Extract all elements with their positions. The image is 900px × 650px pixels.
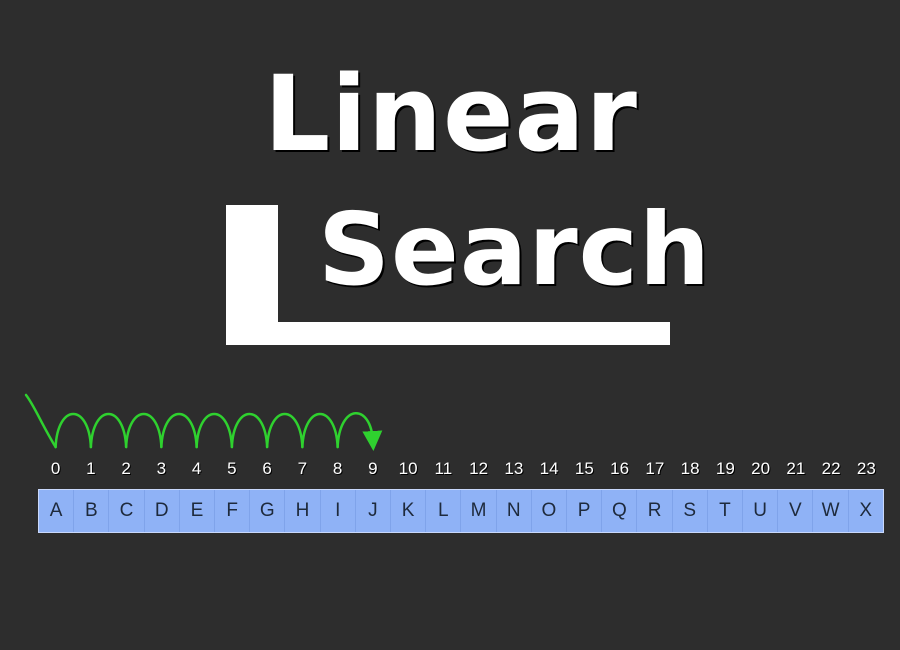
index-label: 12	[469, 459, 489, 478]
index-label: 23	[856, 459, 876, 478]
array-cell: D	[143, 490, 179, 532]
jump-arrow	[265, 413, 304, 449]
jump-arrow	[54, 413, 93, 449]
array-cell: O	[530, 490, 566, 532]
index-label: 13	[504, 459, 524, 478]
array-cell: V	[777, 490, 812, 532]
array-cell: P	[566, 490, 601, 532]
index-label: 9	[368, 459, 378, 478]
index-label: 22	[821, 459, 841, 478]
index-label: 17	[645, 459, 665, 478]
jump-arrow	[230, 413, 269, 449]
array-cell: K	[390, 490, 425, 532]
array-cell: S	[671, 490, 707, 532]
index-label: 14	[539, 459, 559, 478]
index-label: 20	[751, 459, 771, 478]
index-label: 15	[574, 459, 594, 478]
index-label: 8	[332, 459, 343, 478]
index-label: 6	[262, 459, 272, 478]
index-label: 5	[227, 459, 237, 478]
index-label: 0	[50, 459, 61, 478]
index-label: 4	[191, 459, 202, 478]
index-label: 19	[715, 459, 735, 478]
array-cell: A	[49, 500, 63, 521]
l-shape-horizontal-bar	[226, 322, 670, 345]
title-search: Search	[318, 191, 712, 308]
array-cell: U	[742, 490, 777, 532]
index-label: 10	[398, 459, 418, 478]
jump-arrow-lead	[24, 393, 57, 449]
array-cell: G	[249, 490, 284, 532]
jump-arrow	[89, 413, 128, 449]
array-cell: M	[460, 490, 495, 532]
jump-arrow	[124, 413, 163, 449]
array-cell: W	[812, 490, 847, 532]
index-label: 7	[297, 459, 308, 478]
array-cell: J	[354, 490, 390, 532]
title-linear: Linear	[264, 53, 638, 175]
index-label: 18	[680, 459, 700, 478]
index-label: 21	[786, 459, 806, 478]
array-cell: B	[73, 490, 108, 532]
array-cell: H	[284, 490, 319, 532]
index-label: 11	[434, 459, 453, 478]
jump-arrow	[336, 412, 383, 451]
array-cell: C	[108, 490, 143, 532]
jump-arrow	[195, 413, 234, 449]
index-label: 2	[121, 459, 131, 478]
index-label: 1	[86, 459, 96, 478]
array-cell: L	[425, 490, 460, 532]
array-cell: I	[319, 490, 355, 532]
l-shape-vertical-bar	[226, 205, 278, 345]
array-cell: R	[636, 490, 671, 532]
array-cell: E	[178, 490, 214, 532]
array-cell: N	[495, 490, 531, 532]
array-cell: X	[847, 490, 883, 532]
index-label: 3	[156, 459, 167, 478]
index-label: 16	[610, 459, 630, 478]
array-cell: F	[214, 490, 249, 532]
jump-arrow	[160, 413, 198, 449]
array-cell: T	[706, 490, 742, 532]
jump-arrow	[301, 413, 339, 449]
array-cell: Q	[601, 490, 636, 532]
